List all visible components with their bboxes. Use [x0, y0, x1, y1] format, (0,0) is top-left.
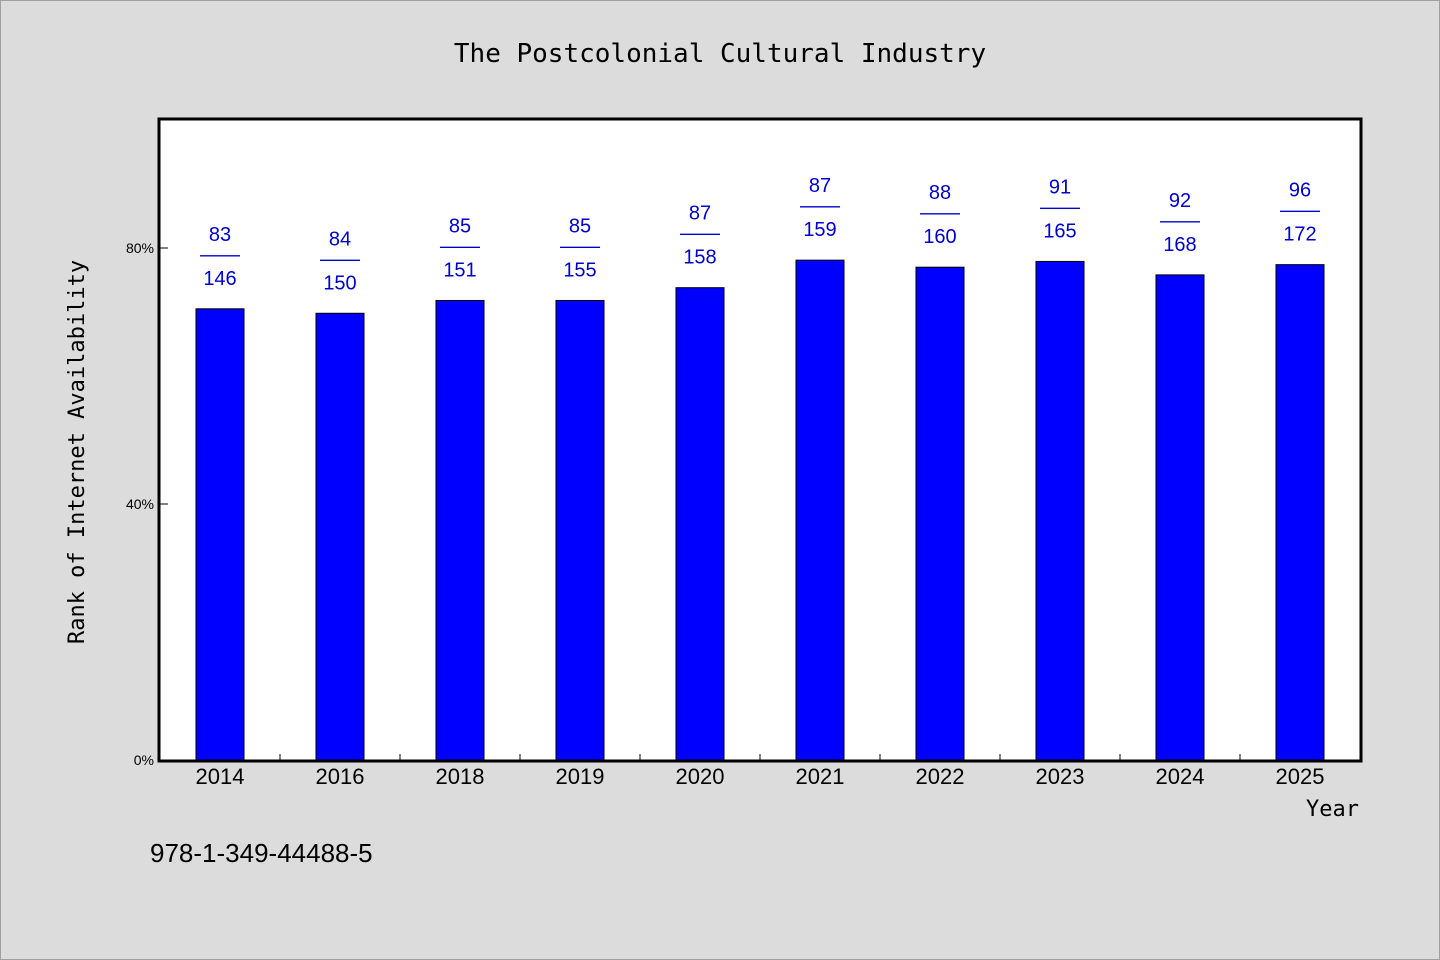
bar-2019 [555, 299, 605, 761]
bar-label-bottom-2025: 172 [1283, 224, 1316, 246]
bar-2020 [675, 287, 725, 761]
bar-label-separator-2025: —— [1280, 200, 1320, 222]
bar-label-bottom-2018: 151 [443, 259, 476, 281]
bar-label-top-2022: 88 [929, 182, 951, 204]
data-labels-group: 83——14684——15085——15185——15587——15887——1… [200, 175, 1320, 294]
bar-label-bottom-2014: 146 [203, 268, 236, 290]
bar-2016 [315, 312, 365, 761]
x-axis-ticks: 2014 2016 2018 2019 2020 2021 2022 2023 2024 2025 [196, 754, 1325, 789]
y-tick-label: 40% [126, 496, 154, 512]
x-tick-label-2014: 2014 [196, 764, 245, 789]
bar-label-separator-2022: —— [920, 202, 960, 224]
bar-label-bottom-2023: 165 [1043, 220, 1076, 242]
y-axis-ticks: 0% 40% 80% [126, 240, 168, 768]
bar-label-separator-2016: —— [320, 248, 360, 270]
bar-label-top-2014: 83 [209, 224, 231, 246]
x-tick-label-2016: 2016 [316, 764, 365, 789]
bar-label-top-2023: 91 [1049, 176, 1071, 198]
bar-label-bottom-2020: 158 [683, 247, 716, 269]
bar-label-top-2016: 84 [329, 228, 351, 250]
bar-label-top-2018: 85 [449, 215, 471, 237]
y-tick-label: 0% [134, 752, 154, 768]
x-tick-label-2019: 2019 [556, 764, 605, 789]
bar-label-bottom-2021: 159 [803, 219, 836, 241]
bar-label-bottom-2024: 168 [1163, 234, 1196, 256]
bar-label-top-2019: 85 [569, 215, 591, 237]
bar-label-top-2024: 92 [1169, 190, 1191, 212]
x-tick-label-2020: 2020 [676, 764, 725, 789]
bar-label-separator-2014: —— [200, 244, 240, 266]
isbn-label: 978-1-349-44488-5 [150, 838, 373, 868]
bar-2014 [195, 308, 245, 761]
bar-label-top-2021: 87 [809, 175, 831, 197]
bar-label-separator-2020: —— [680, 223, 720, 245]
bar-label-top-2020: 87 [689, 203, 711, 225]
x-tick-label-2024: 2024 [1156, 764, 1205, 789]
bar-2021 [795, 259, 845, 761]
bar-label-separator-2019: —— [560, 235, 600, 257]
bars-group [195, 259, 1325, 761]
y-axis-title: Rank of Internet Availability [65, 260, 90, 644]
y-tick-label: 80% [126, 240, 154, 256]
bar-2023 [1035, 260, 1085, 761]
bar-label-separator-2023: —— [1040, 196, 1080, 218]
x-axis-title: Year [1306, 797, 1359, 822]
bar-2024 [1155, 274, 1205, 761]
x-tick-label-2025: 2025 [1276, 764, 1325, 789]
x-tick-label-2018: 2018 [436, 764, 485, 789]
chart-title: The Postcolonial Cultural Industry [454, 39, 986, 69]
bar-label-separator-2024: —— [1160, 210, 1200, 232]
bar-label-top-2025: 96 [1289, 180, 1311, 202]
x-tick-label-2023: 2023 [1036, 764, 1085, 789]
bar-label-bottom-2016: 150 [323, 272, 356, 294]
bar-label-separator-2018: —— [440, 235, 480, 257]
x-tick-label-2021: 2021 [796, 764, 845, 789]
bar-label-separator-2021: —— [800, 195, 840, 217]
bar-2025 [1275, 264, 1325, 761]
bar-label-bottom-2019: 155 [563, 259, 596, 281]
bar-label-bottom-2022: 160 [923, 226, 956, 248]
bar-2018 [435, 299, 485, 761]
bar-2022 [915, 266, 965, 761]
x-tick-label-2022: 2022 [916, 764, 965, 789]
